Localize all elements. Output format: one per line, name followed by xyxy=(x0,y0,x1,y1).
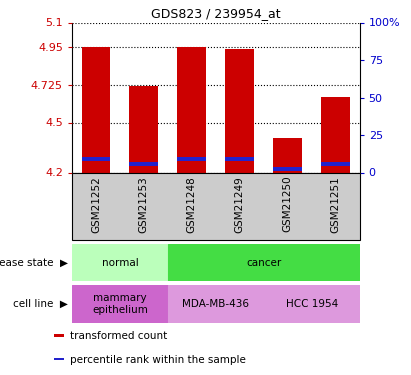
Text: GSM21250: GSM21250 xyxy=(283,176,293,232)
Bar xyxy=(72,172,120,240)
Text: GSM21249: GSM21249 xyxy=(235,176,245,232)
Bar xyxy=(264,172,312,240)
Bar xyxy=(225,158,254,161)
Bar xyxy=(178,158,206,161)
Bar xyxy=(273,167,302,171)
Text: HCC 1954: HCC 1954 xyxy=(286,299,338,309)
Bar xyxy=(129,162,158,166)
Bar xyxy=(168,244,360,281)
Text: GSM21248: GSM21248 xyxy=(187,176,197,232)
Bar xyxy=(81,158,110,161)
Bar xyxy=(129,86,158,172)
Text: transformed count: transformed count xyxy=(70,331,167,341)
Bar xyxy=(54,334,64,337)
Text: mammary
epithelium: mammary epithelium xyxy=(92,293,148,315)
Text: percentile rank within the sample: percentile rank within the sample xyxy=(70,354,246,364)
Text: GSM21251: GSM21251 xyxy=(331,176,341,232)
Title: GDS823 / 239954_at: GDS823 / 239954_at xyxy=(151,7,281,20)
Bar xyxy=(72,244,168,281)
Bar xyxy=(321,162,350,166)
Bar xyxy=(168,172,216,240)
Text: disease state  ▶: disease state ▶ xyxy=(0,258,68,267)
Bar xyxy=(321,98,350,172)
Bar xyxy=(72,285,168,322)
Bar xyxy=(178,48,206,172)
Text: GSM21253: GSM21253 xyxy=(139,176,149,232)
Bar xyxy=(273,138,302,172)
Text: cell line  ▶: cell line ▶ xyxy=(13,299,68,309)
Bar xyxy=(54,358,64,360)
Bar xyxy=(264,285,360,322)
Text: GSM21252: GSM21252 xyxy=(91,176,101,232)
Bar xyxy=(81,48,110,172)
Bar xyxy=(312,172,360,240)
Bar xyxy=(120,172,168,240)
Bar xyxy=(216,172,264,240)
Bar xyxy=(225,49,254,172)
Text: MDA-MB-436: MDA-MB-436 xyxy=(182,299,249,309)
Text: normal: normal xyxy=(102,258,138,267)
Text: cancer: cancer xyxy=(246,258,282,267)
Bar xyxy=(168,285,264,322)
